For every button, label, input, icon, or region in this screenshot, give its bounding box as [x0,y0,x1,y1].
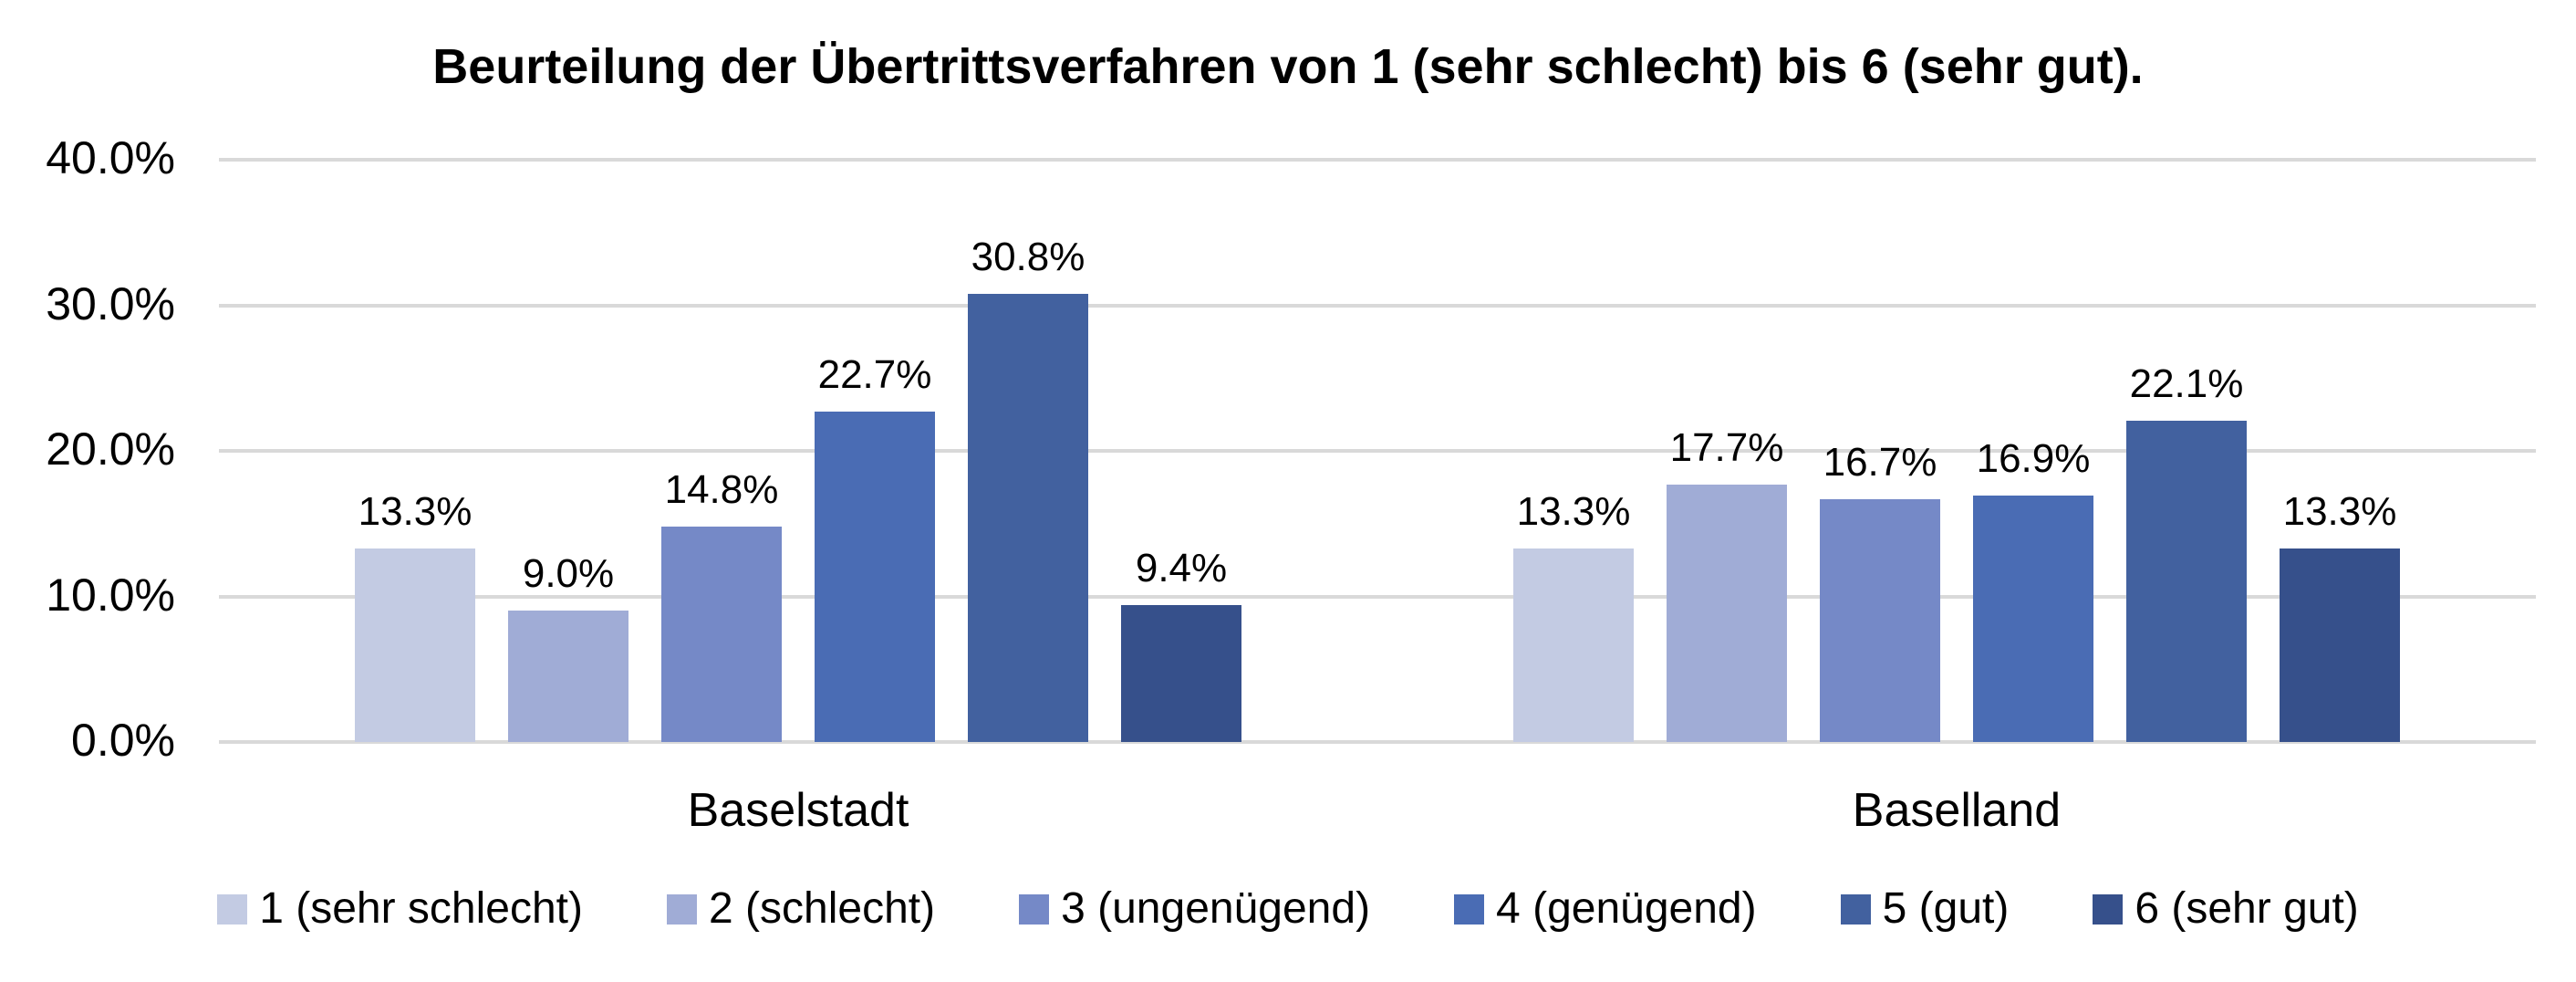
chart-title: Beurteilung der Übertrittsverfahren von … [432,39,2144,94]
bar-value-label: 16.9% [1976,436,2091,482]
y-axis-tick-label: 0.0% [71,715,175,766]
bar-value-label: 30.8% [971,234,1085,279]
bar-baselstadt-series-1 [355,548,475,742]
legend-item-6: 6 (sehr gut) [2093,883,2359,935]
legend-swatch-icon [1454,893,1485,925]
legend-label: 1 (sehr schlecht) [259,884,583,933]
bar-value-label: 13.3% [2282,488,2397,534]
legend-label: 5 (gut) [1882,884,2010,933]
bar-baselland-series-6 [2280,548,2400,742]
legend-label: 4 (genügend) [1496,884,1757,933]
legend-swatch-icon [667,893,697,925]
category-label-baselstadt: Baselstadt [687,784,909,837]
bar-baselstadt-series-5 [968,293,1088,742]
legend-item-4: 4 (genügend) [1454,883,1757,935]
gridline [219,594,2536,599]
legend-item-2: 2 (schlecht) [667,883,935,935]
bar-baselstadt-series-3 [661,526,782,742]
bar-baselstadt-series-2 [508,611,628,742]
bar-baselland-series-3 [1820,498,1940,742]
y-axis-tick-label: 10.0% [46,569,175,621]
bar-baselland-series-4 [1973,496,2093,742]
bar-baselland-series-5 [2126,420,2247,742]
y-axis-tick-label: 40.0% [46,132,175,183]
bar-value-label: 13.3% [1516,488,1631,534]
gridline [219,158,2536,162]
legend-swatch-icon [1019,893,1050,925]
y-axis-tick-label: 20.0% [46,423,175,475]
bar-value-label: 9.0% [522,551,615,597]
bar-value-label: 13.3% [358,488,473,534]
bar-baselland-series-1 [1513,548,1634,742]
bar-value-label: 14.8% [664,466,779,512]
bar-value-label: 9.4% [1135,546,1228,591]
legend: 1 (sehr schlecht) 2 (schlecht) 3 (ungenüge… [0,883,2576,935]
legend-item-1: 1 (sehr schlecht) [217,883,583,935]
bar-value-label: 16.7% [1823,439,1937,485]
gridline [219,303,2536,308]
legend-swatch-icon [2093,893,2124,925]
y-axis-tick-label: 30.0% [46,277,175,329]
legend-item-5: 5 (gut) [1840,883,2010,935]
legend-label: 3 (ungenügend) [1061,884,1371,933]
legend-swatch-icon [217,893,248,925]
legend-item-3: 3 (ungenügend) [1019,883,1370,935]
category-label-baselland: Baselland [1852,784,2062,837]
legend-label: 2 (schlecht) [709,884,936,933]
gridline [219,449,2536,453]
legend-label: 6 (sehr gut) [2135,884,2359,933]
legend-swatch-icon [1840,893,1871,925]
bar-baselstadt-series-6 [1121,605,1241,742]
bar-baselstadt-series-4 [815,411,935,742]
gridline [219,740,2536,744]
bar-value-label: 17.7% [1669,424,1784,470]
bar-value-label: 22.7% [817,351,932,397]
bar-value-label: 22.1% [2129,360,2244,406]
bar-baselland-series-2 [1667,484,1787,742]
